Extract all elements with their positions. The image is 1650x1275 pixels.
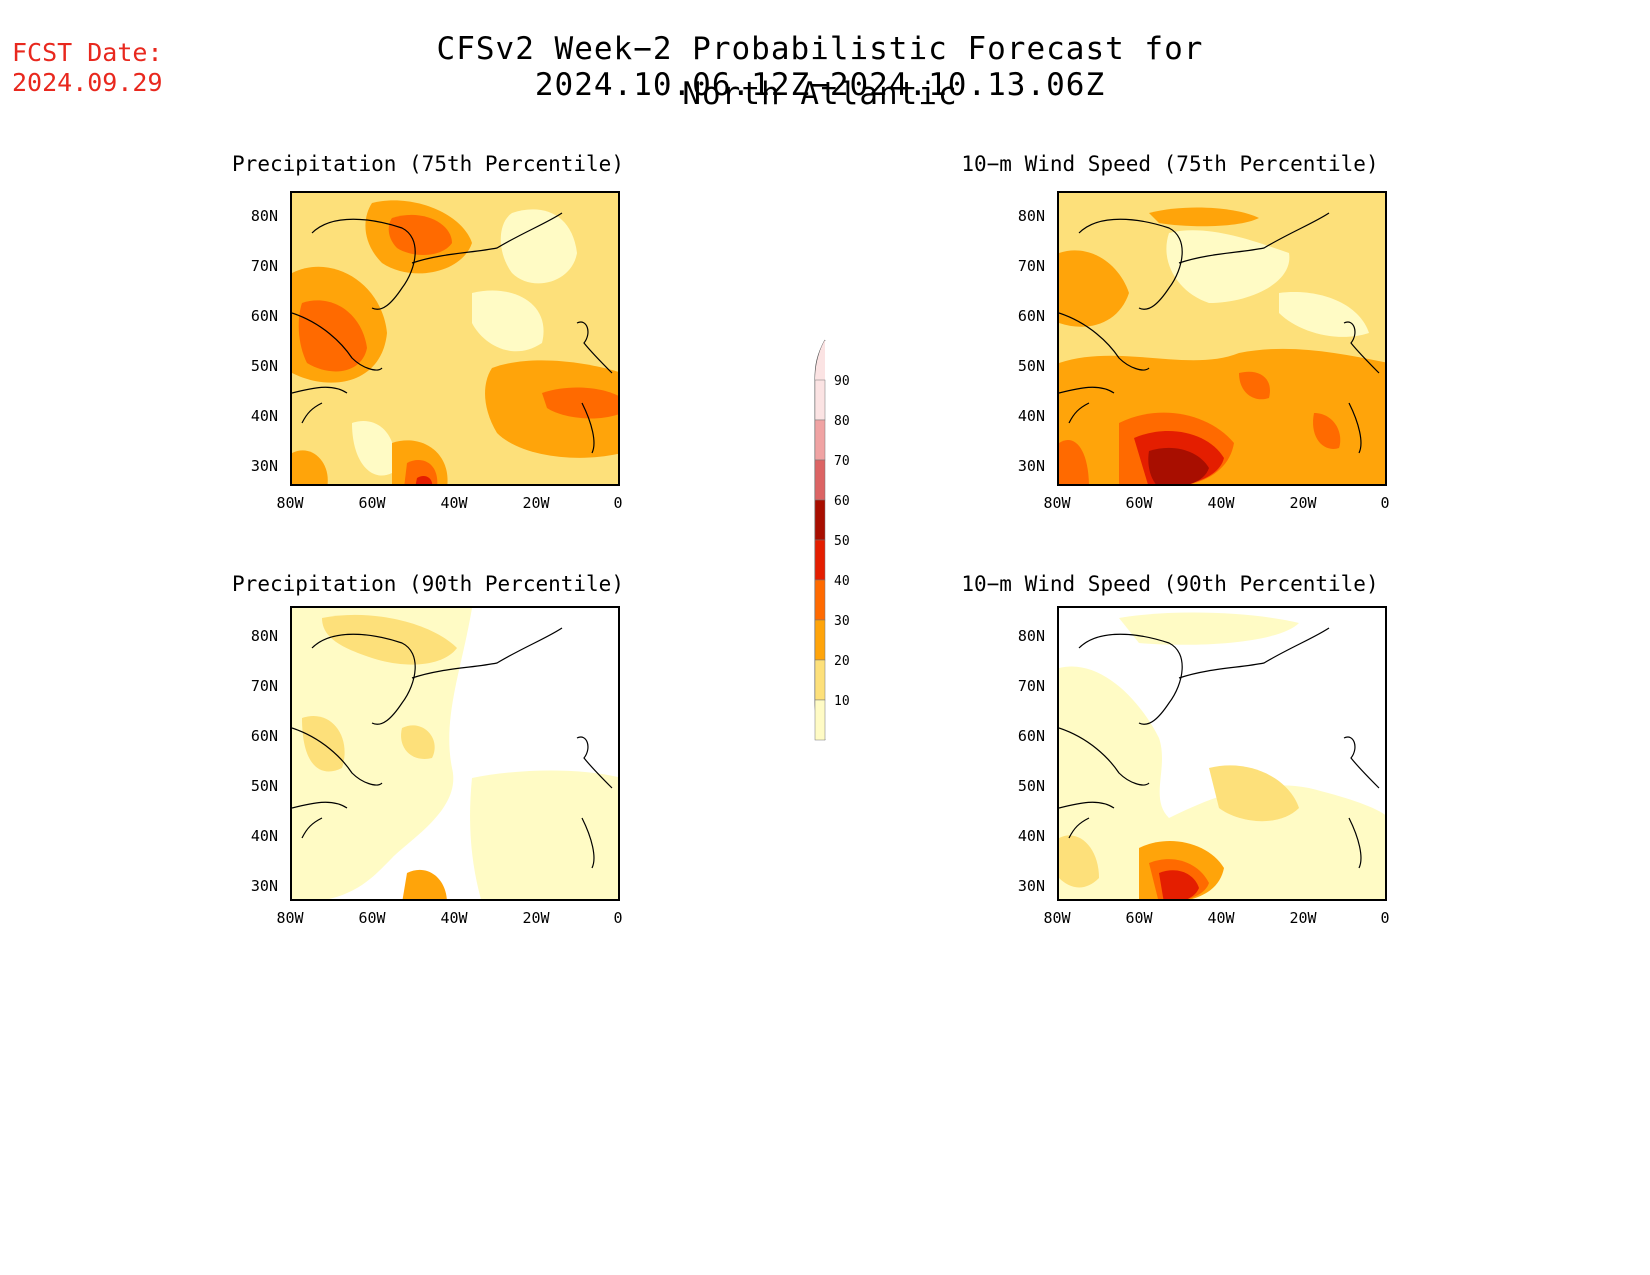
panel-title-precip75: Precipitation (75th Percentile): [232, 152, 624, 176]
panel-title-wind75: 10−m Wind Speed (75th Percentile): [961, 152, 1379, 176]
lat-label: 50N: [1017, 357, 1045, 375]
colorbar-swatch: [814, 579, 826, 621]
lat-label: 60N: [1017, 307, 1045, 325]
fcst-label: FCST Date:: [12, 38, 163, 67]
colorbar-graphic: [814, 339, 826, 741]
lat-label: 50N: [250, 357, 278, 375]
lat-label: 60N: [1017, 727, 1045, 745]
colorbar-swatch: [814, 659, 826, 701]
colorbar-swatch: [814, 539, 826, 581]
colorbar-label: 20: [834, 654, 850, 669]
colorbar-swatch: [814, 379, 826, 421]
colorbar-swatch: [814, 419, 826, 461]
lon-label: 0: [1380, 494, 1390, 512]
colorbar-label: 80: [834, 414, 850, 429]
lat-label: 70N: [1017, 677, 1045, 695]
colorbar-cap: [815, 340, 825, 380]
lon-label: 40W: [1207, 494, 1235, 512]
colorbar-label: 90: [834, 374, 850, 389]
lon-label: 40W: [440, 494, 468, 512]
lon-label: 80W: [276, 494, 304, 512]
lon-label: 80W: [1043, 909, 1071, 927]
colorbar-swatch: [814, 699, 826, 741]
map-wind75: [1057, 191, 1387, 486]
map-precip75: [290, 191, 620, 486]
lat-label: 40N: [250, 407, 278, 425]
lat-label: 30N: [250, 877, 278, 895]
lat-label: 30N: [1017, 457, 1045, 475]
lon-label: 0: [1380, 909, 1390, 927]
lat-label: 60N: [250, 727, 278, 745]
lon-label: 60W: [358, 494, 386, 512]
lon-label: 60W: [1125, 494, 1153, 512]
lat-label: 80N: [1017, 627, 1045, 645]
panel-title-precip90: Precipitation (90th Percentile): [232, 572, 624, 596]
lat-label: 80N: [1017, 207, 1045, 225]
colorbar-swatch: [814, 459, 826, 501]
colorbar-label: 10: [834, 694, 850, 709]
lat-label: 70N: [250, 257, 278, 275]
colorbar-label: 50: [834, 534, 850, 549]
main-title: CFSv2 Week−2 Probabilistic Forecast for …: [436, 31, 1204, 103]
lat-label: 30N: [1017, 877, 1045, 895]
panel-title-wind90: 10−m Wind Speed (90th Percentile): [961, 572, 1379, 596]
lat-label: 40N: [1017, 827, 1045, 845]
lon-label: 60W: [1125, 909, 1153, 927]
lat-label: 70N: [250, 677, 278, 695]
colorbar-swatch: [814, 499, 826, 541]
colorbar: [805, 335, 885, 745]
map-precip90: [290, 606, 620, 901]
lat-label: 40N: [1017, 407, 1045, 425]
lon-label: 60W: [358, 909, 386, 927]
colorbar-label: 70: [834, 454, 850, 469]
lon-label: 0: [613, 909, 623, 927]
colorbar-label: 30: [834, 614, 850, 629]
lon-label: 40W: [1207, 909, 1235, 927]
colorbar-swatch: [814, 619, 826, 661]
region-title: North Atlantic: [682, 76, 958, 112]
lat-label: 50N: [1017, 777, 1045, 795]
lat-label: 50N: [250, 777, 278, 795]
lon-label: 20W: [522, 494, 550, 512]
colorbar-label: 60: [834, 494, 850, 509]
lon-label: 20W: [1289, 494, 1317, 512]
lat-label: 80N: [250, 627, 278, 645]
lon-label: 80W: [276, 909, 304, 927]
lat-label: 60N: [250, 307, 278, 325]
lat-label: 40N: [250, 827, 278, 845]
colorbar-label: 40: [834, 574, 850, 589]
lon-label: 0: [613, 494, 623, 512]
lon-label: 20W: [522, 909, 550, 927]
fcst-date: 2024.09.29: [12, 68, 163, 97]
forecast-date-label: FCST Date: 2024.09.29: [12, 38, 163, 98]
lon-label: 20W: [1289, 909, 1317, 927]
lon-label: 80W: [1043, 494, 1071, 512]
lon-label: 40W: [440, 909, 468, 927]
lat-label: 70N: [1017, 257, 1045, 275]
lat-label: 80N: [250, 207, 278, 225]
lat-label: 30N: [250, 457, 278, 475]
map-wind90: [1057, 606, 1387, 901]
